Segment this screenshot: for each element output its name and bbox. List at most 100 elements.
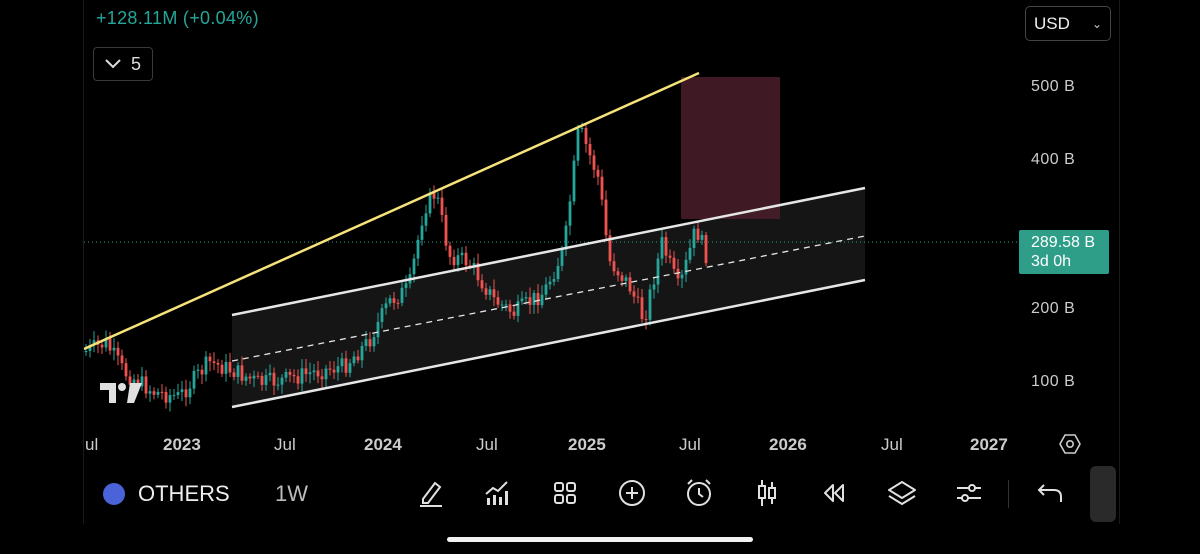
candle-body xyxy=(640,297,644,319)
candle-body xyxy=(144,376,148,394)
candle-body xyxy=(572,160,576,202)
replay-icon[interactable] xyxy=(818,477,850,509)
candle-body xyxy=(348,363,352,373)
candles xyxy=(84,122,708,412)
candle-body xyxy=(660,237,664,259)
candle-body xyxy=(560,249,564,266)
candle-body xyxy=(252,375,256,379)
candle-body xyxy=(700,235,704,240)
candle-body xyxy=(172,395,176,397)
time-scale-label: 2023 xyxy=(163,435,201,454)
candle-body xyxy=(148,391,152,394)
symbol-icon xyxy=(103,483,125,505)
candle-body xyxy=(248,376,252,379)
candle-body xyxy=(92,340,96,345)
candle-body xyxy=(628,277,632,292)
candle-body xyxy=(604,199,608,236)
candle-body xyxy=(460,252,464,256)
candle-body xyxy=(412,258,416,275)
candle-body xyxy=(704,235,708,264)
candle-body xyxy=(644,318,648,320)
candle-body xyxy=(192,370,196,389)
scale-settings-icon[interactable] xyxy=(1059,433,1081,455)
candle-body xyxy=(608,235,612,262)
price-chart[interactable] xyxy=(84,0,1119,464)
add-icon[interactable] xyxy=(616,477,648,509)
candle-body xyxy=(204,356,208,375)
candle-body xyxy=(504,304,508,306)
toolbar-scroll-handle[interactable] xyxy=(1090,466,1116,522)
candle-body xyxy=(376,321,380,338)
candle-body xyxy=(556,265,560,280)
candle-body xyxy=(332,369,336,373)
candle-body xyxy=(316,370,320,377)
candle-body xyxy=(352,356,356,364)
layers-icon[interactable] xyxy=(886,477,918,509)
candle-body xyxy=(184,389,188,398)
interval-button[interactable]: 1W xyxy=(275,481,308,506)
candle-body xyxy=(156,391,160,395)
candle-body xyxy=(580,127,584,129)
candle-body xyxy=(492,289,496,298)
candle-body xyxy=(300,368,304,384)
candle-body xyxy=(324,368,328,380)
candle-body xyxy=(480,280,484,289)
candle-body xyxy=(220,364,224,374)
candle-body xyxy=(400,287,404,303)
currency-select[interactable]: USD ⌄ xyxy=(1025,6,1111,41)
candle-body xyxy=(484,288,488,295)
candle-body xyxy=(500,304,504,306)
alert-icon[interactable] xyxy=(683,477,715,509)
candle-body xyxy=(528,297,532,305)
chart-type-icon[interactable] xyxy=(751,477,783,509)
candle-body xyxy=(292,374,296,377)
candle-body xyxy=(428,192,432,214)
home-indicator[interactable] xyxy=(447,537,753,542)
candle-body xyxy=(584,127,588,144)
chevron-down-icon xyxy=(105,59,121,69)
candle-body xyxy=(388,298,392,304)
candle-body xyxy=(544,284,548,295)
trendlines xyxy=(84,71,866,409)
candle-body xyxy=(636,296,640,298)
candle-body xyxy=(372,337,376,347)
candle-body xyxy=(680,274,684,279)
current-price-value: 289.58 B xyxy=(1031,234,1096,251)
currency-label: USD xyxy=(1034,13,1070,33)
drawing-tools-icon[interactable] xyxy=(415,477,447,509)
candle-body xyxy=(244,376,248,381)
candle-body xyxy=(568,201,572,226)
channel-upper-line xyxy=(231,186,866,317)
candle-body xyxy=(212,361,216,364)
time-scale-label: 2024 xyxy=(364,435,402,454)
candle-body xyxy=(196,369,200,371)
undo-icon[interactable] xyxy=(1034,477,1066,509)
candle-body xyxy=(308,372,312,375)
indicators-toggle-button[interactable]: 5 xyxy=(93,47,153,81)
candle-body xyxy=(180,389,184,393)
indicators-icon[interactable] xyxy=(481,477,513,509)
bar-countdown: 3d 0h xyxy=(1031,253,1072,270)
candle-body xyxy=(232,372,236,377)
tradingview-logo xyxy=(100,383,142,403)
candle-body xyxy=(576,128,580,161)
candle-body xyxy=(216,363,220,365)
candle-body xyxy=(464,252,468,266)
candle-body xyxy=(240,365,244,381)
settings-sliders-icon[interactable] xyxy=(953,477,985,509)
candle-body xyxy=(672,257,676,269)
candle-body xyxy=(256,375,260,377)
candle-body xyxy=(600,176,604,200)
candle-body xyxy=(632,291,636,297)
layouts-icon[interactable] xyxy=(549,477,581,509)
candle-body xyxy=(420,225,424,240)
candle-body xyxy=(260,375,264,385)
symbol-search-button[interactable]: OTHERS xyxy=(138,481,230,506)
candle-body xyxy=(140,376,144,387)
candle-body xyxy=(620,275,624,281)
candle-body xyxy=(668,255,672,258)
candle-body xyxy=(168,395,172,403)
candle-body xyxy=(288,371,292,375)
candle-body xyxy=(264,375,268,385)
candle-body xyxy=(520,298,524,302)
